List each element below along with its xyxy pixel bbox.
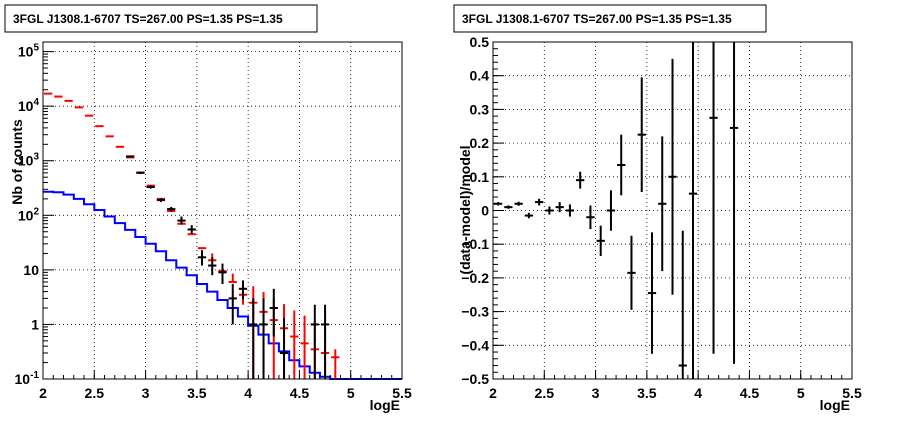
left-x-tick-label: 2.5 xyxy=(85,385,105,401)
left-y-tick-label: 104 xyxy=(18,97,40,114)
right-y-tick-label: 0.4 xyxy=(470,68,490,84)
right-x-tick-labels: 2 2.5 3 3.5 4 4.5 5 5.5 xyxy=(489,385,862,401)
right-x-tick-label: 2.5 xyxy=(535,385,555,401)
left-panel: 3FGL J1308.1-6707 TS=267.00 PS=1.35 PS=1… xyxy=(4,4,412,413)
left-chart-title: 3FGL J1308.1-6707 TS=267.00 PS=1.35 PS=1… xyxy=(13,12,283,26)
right-x-tick-label: 5 xyxy=(797,385,805,401)
right-y-axis-title: (data-model)/model xyxy=(457,145,473,274)
left-y-tick-labels: 10-1 1 10 102 103 104 105 xyxy=(15,43,40,387)
right-y-tick-label: −0.3 xyxy=(461,304,489,320)
right-x-tick-label: 4.5 xyxy=(740,385,760,401)
left-axis-ticks xyxy=(42,51,403,380)
right-x-tick-label: 2 xyxy=(489,385,497,401)
right-y-tick-label: −0.5 xyxy=(461,371,489,387)
left-x-axis-title: logE xyxy=(370,397,400,413)
right-y-tick-label: 0.5 xyxy=(470,34,490,50)
left-data-points xyxy=(126,155,330,379)
right-y-tick-label: 0 xyxy=(481,203,489,219)
left-x-tick-label: 4 xyxy=(244,385,252,401)
right-grid xyxy=(493,42,852,379)
left-title-box xyxy=(4,4,318,33)
left-x-tick-label: 5.5 xyxy=(392,385,412,401)
right-y-tick-label: 0.1 xyxy=(470,169,490,185)
left-y-tick-label: 105 xyxy=(18,43,40,60)
right-x-axis-title: logE xyxy=(820,397,850,413)
right-y-tick-label: 0.3 xyxy=(470,101,490,117)
right-axis-ticks xyxy=(492,41,853,380)
right-y-tick-labels: −0.5 −0.4 −0.3 −0.2 −0.1 0 0.1 0.2 0.3 0.4 0.5 xyxy=(461,34,489,387)
right-y-tick-label: −0.4 xyxy=(461,337,489,353)
left-y-tick-label: 10-1 xyxy=(15,370,40,387)
left-x-tick-label: 3.5 xyxy=(187,385,207,401)
left-x-tick-labels: 2 2.5 3 3.5 4 4.5 5 5.5 xyxy=(39,385,412,401)
left-y-tick-label: 103 xyxy=(18,152,40,169)
left-y-tick-label: 102 xyxy=(18,206,40,223)
left-y-tick-label: 10 xyxy=(23,262,39,278)
left-plot-frame xyxy=(42,41,403,380)
right-y-tick-label: −0.2 xyxy=(461,270,489,286)
left-x-tick-label: 3 xyxy=(142,385,150,401)
left-x-tick-label: 2 xyxy=(39,385,47,401)
right-chart-title: 3FGL J1308.1-6707 TS=267.00 PS=1.35 PS=1… xyxy=(462,12,732,26)
right-x-tick-label: 3.5 xyxy=(637,385,657,401)
right-x-tick-label: 3 xyxy=(592,385,600,401)
right-y-tick-label: −0.1 xyxy=(461,236,489,252)
right-title-box xyxy=(453,4,767,33)
left-y-axis-title: Nb of counts xyxy=(9,119,25,205)
right-residual-points xyxy=(494,42,739,379)
right-y-tick-label: 0.2 xyxy=(470,135,490,151)
left-x-tick-label: 4.5 xyxy=(290,385,310,401)
right-x-tick-label: 4 xyxy=(694,385,702,401)
right-panel: 3FGL J1308.1-6707 TS=267.00 PS=1.35 PS=1… xyxy=(453,4,862,413)
right-x-tick-label: 5.5 xyxy=(842,385,862,401)
left-x-tick-label: 5 xyxy=(347,385,355,401)
left-y-tick-label: 1 xyxy=(31,316,39,332)
